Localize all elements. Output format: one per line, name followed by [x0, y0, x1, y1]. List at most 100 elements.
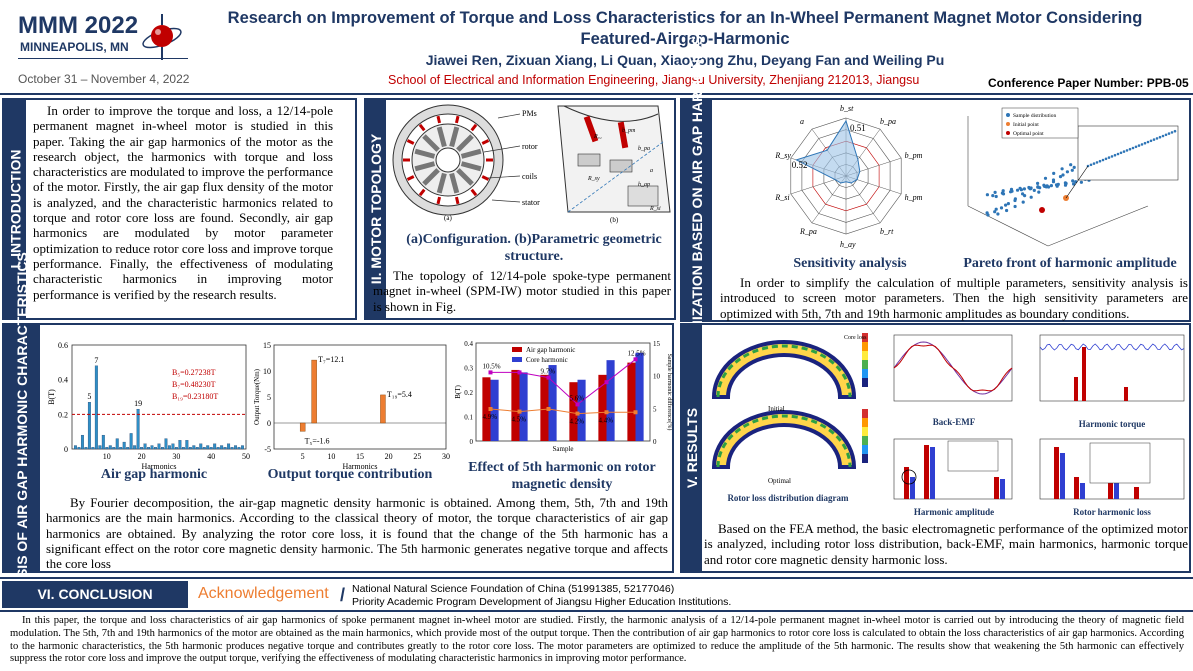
introduction-text: In order to improve the torque and loss,…: [33, 103, 333, 302]
legend-label: Air gap harmonic: [526, 346, 575, 354]
pareto-point: [1009, 187, 1014, 191]
radar-axis: [845, 175, 881, 224]
y2-axis-label: Sample harmonic difference(%): [666, 354, 673, 431]
topology-label: II. MOTOR TOPOLOGY: [366, 100, 386, 318]
conference-name: MMM 2022: [18, 12, 139, 39]
results-figures: Core loss Initial Optimal Rotor loss distri…: [711, 333, 1185, 517]
x-axis-label: Sample: [553, 445, 574, 453]
inset-point: [1137, 144, 1141, 147]
harm-amp-caption: Harmonic amplitude: [914, 507, 994, 517]
sample-bar: [490, 379, 499, 441]
legend-swatch: [512, 347, 522, 352]
y-tick-label: 0: [470, 438, 474, 446]
legend-marker: [1006, 131, 1010, 135]
inset-point: [1113, 153, 1117, 157]
rotor-loss-optimal: [711, 410, 857, 469]
harmonic-bar: [209, 447, 213, 450]
harmonic-bar: [227, 443, 231, 450]
x-axis-label: Harmonics: [141, 462, 176, 471]
stator-tooth: [460, 161, 482, 172]
difference-marker: [633, 410, 638, 415]
difference-label: 5.6%: [570, 394, 585, 402]
sample-bar: [606, 360, 615, 441]
results-text: Based on the FEA method, the basic elect…: [704, 521, 1188, 567]
harmonic-bar: [94, 365, 98, 450]
authors: Jiawei Ren, Zixuan Xiang, Li Quan, Xiaoy…: [425, 52, 945, 68]
amplitude-label: B₅=0.27238T: [172, 368, 216, 377]
sample-bar: [540, 374, 549, 441]
harmonic-bar: [223, 447, 227, 450]
inset-point: [1167, 132, 1171, 135]
harmonic-bar: [213, 443, 217, 450]
harm-amp-bar: [910, 477, 915, 499]
x-axis-label: Harmonics: [342, 462, 377, 471]
rotor-harm-inset: [1089, 442, 1151, 484]
conference-city: MINNEAPOLIS, MN: [20, 40, 129, 54]
pm-spoke: [481, 175, 490, 181]
radar-label: b_st: [840, 104, 854, 113]
optimal-point: [1039, 207, 1045, 213]
pareto-point: [999, 206, 1004, 210]
radar-value: 0.52: [792, 160, 808, 170]
inset-point: [1134, 145, 1138, 149]
pm-spoke: [436, 115, 442, 124]
svg-text:R_sy: R_sy: [587, 176, 600, 182]
y-tick-label: 0.2: [464, 389, 473, 397]
pareto-front-chart: Sample distribution Initial point Optimal …: [967, 107, 1179, 247]
inset-point: [1107, 156, 1111, 159]
colorbar-segment: [862, 342, 868, 351]
stator-tooth: [422, 134, 440, 152]
harmonic-bar: [84, 447, 88, 450]
colorbar-segment: [862, 418, 868, 427]
harm-amp-bar: [1000, 479, 1005, 499]
x-tick-label: 30: [172, 452, 180, 461]
analysis-panel: III. ANALYSIS OF AIR GAP HARMONIC CHARAC…: [2, 252, 674, 644]
legend-label: Core harmonic: [526, 356, 568, 364]
inset-point: [1125, 149, 1129, 152]
y-tick-label: 0.4: [58, 376, 68, 385]
inset-point: [1131, 146, 1135, 150]
difference-marker: [575, 402, 580, 407]
legend-marker: [1006, 113, 1010, 117]
pm-spoke: [470, 188, 478, 197]
y-tick-label: 0: [64, 445, 68, 454]
y-tick-label: 0.3: [464, 365, 473, 373]
pareto-point: [1051, 178, 1056, 182]
harmonic-bar: [206, 445, 210, 450]
torque-bar: [299, 422, 306, 432]
pareto-inset: [1077, 125, 1179, 181]
pareto-point: [1036, 185, 1040, 189]
pareto-point: [1056, 182, 1060, 186]
affiliation: School of Electrical and Information Eng…: [388, 73, 920, 87]
harm-amp-bar: [994, 477, 999, 499]
motor-configuration-drawing: [392, 104, 504, 216]
torque-bar: [311, 359, 317, 424]
harmonic-bar: [178, 440, 182, 450]
pareto-point: [994, 207, 998, 211]
difference-marker: [488, 370, 493, 375]
pareto-point: [1001, 189, 1005, 193]
acknowledgement-line2: Priority Academic Program Development of…: [352, 596, 732, 608]
difference-label: 4.5%: [512, 416, 527, 424]
inset-point: [1092, 162, 1096, 165]
harmonic-bar: [91, 447, 95, 450]
difference-marker: [488, 406, 493, 411]
pareto-point: [1043, 184, 1047, 188]
harmonic-bar: [126, 447, 130, 450]
svg-text:b_pm: b_pm: [622, 128, 636, 134]
pareto-point: [1004, 203, 1008, 207]
conclusion-text: In this paper, the torque and loss chara…: [10, 615, 1184, 665]
plot-frame: [273, 344, 447, 450]
pm-spoke: [418, 188, 426, 197]
stator-tooth: [456, 134, 474, 152]
colorbar-segment: [862, 436, 868, 445]
initial-label: Initial: [768, 405, 785, 413]
stator-tooth: [460, 148, 482, 159]
inset-point: [1143, 141, 1147, 145]
backemf-caption: Back-EMF: [933, 417, 976, 427]
svg-text:R_si: R_si: [649, 206, 661, 212]
inset-point: [1140, 143, 1144, 146]
harm-amp-highlight: [901, 469, 917, 485]
pareto-point: [1021, 192, 1025, 196]
ack-slash: /: [340, 585, 346, 605]
